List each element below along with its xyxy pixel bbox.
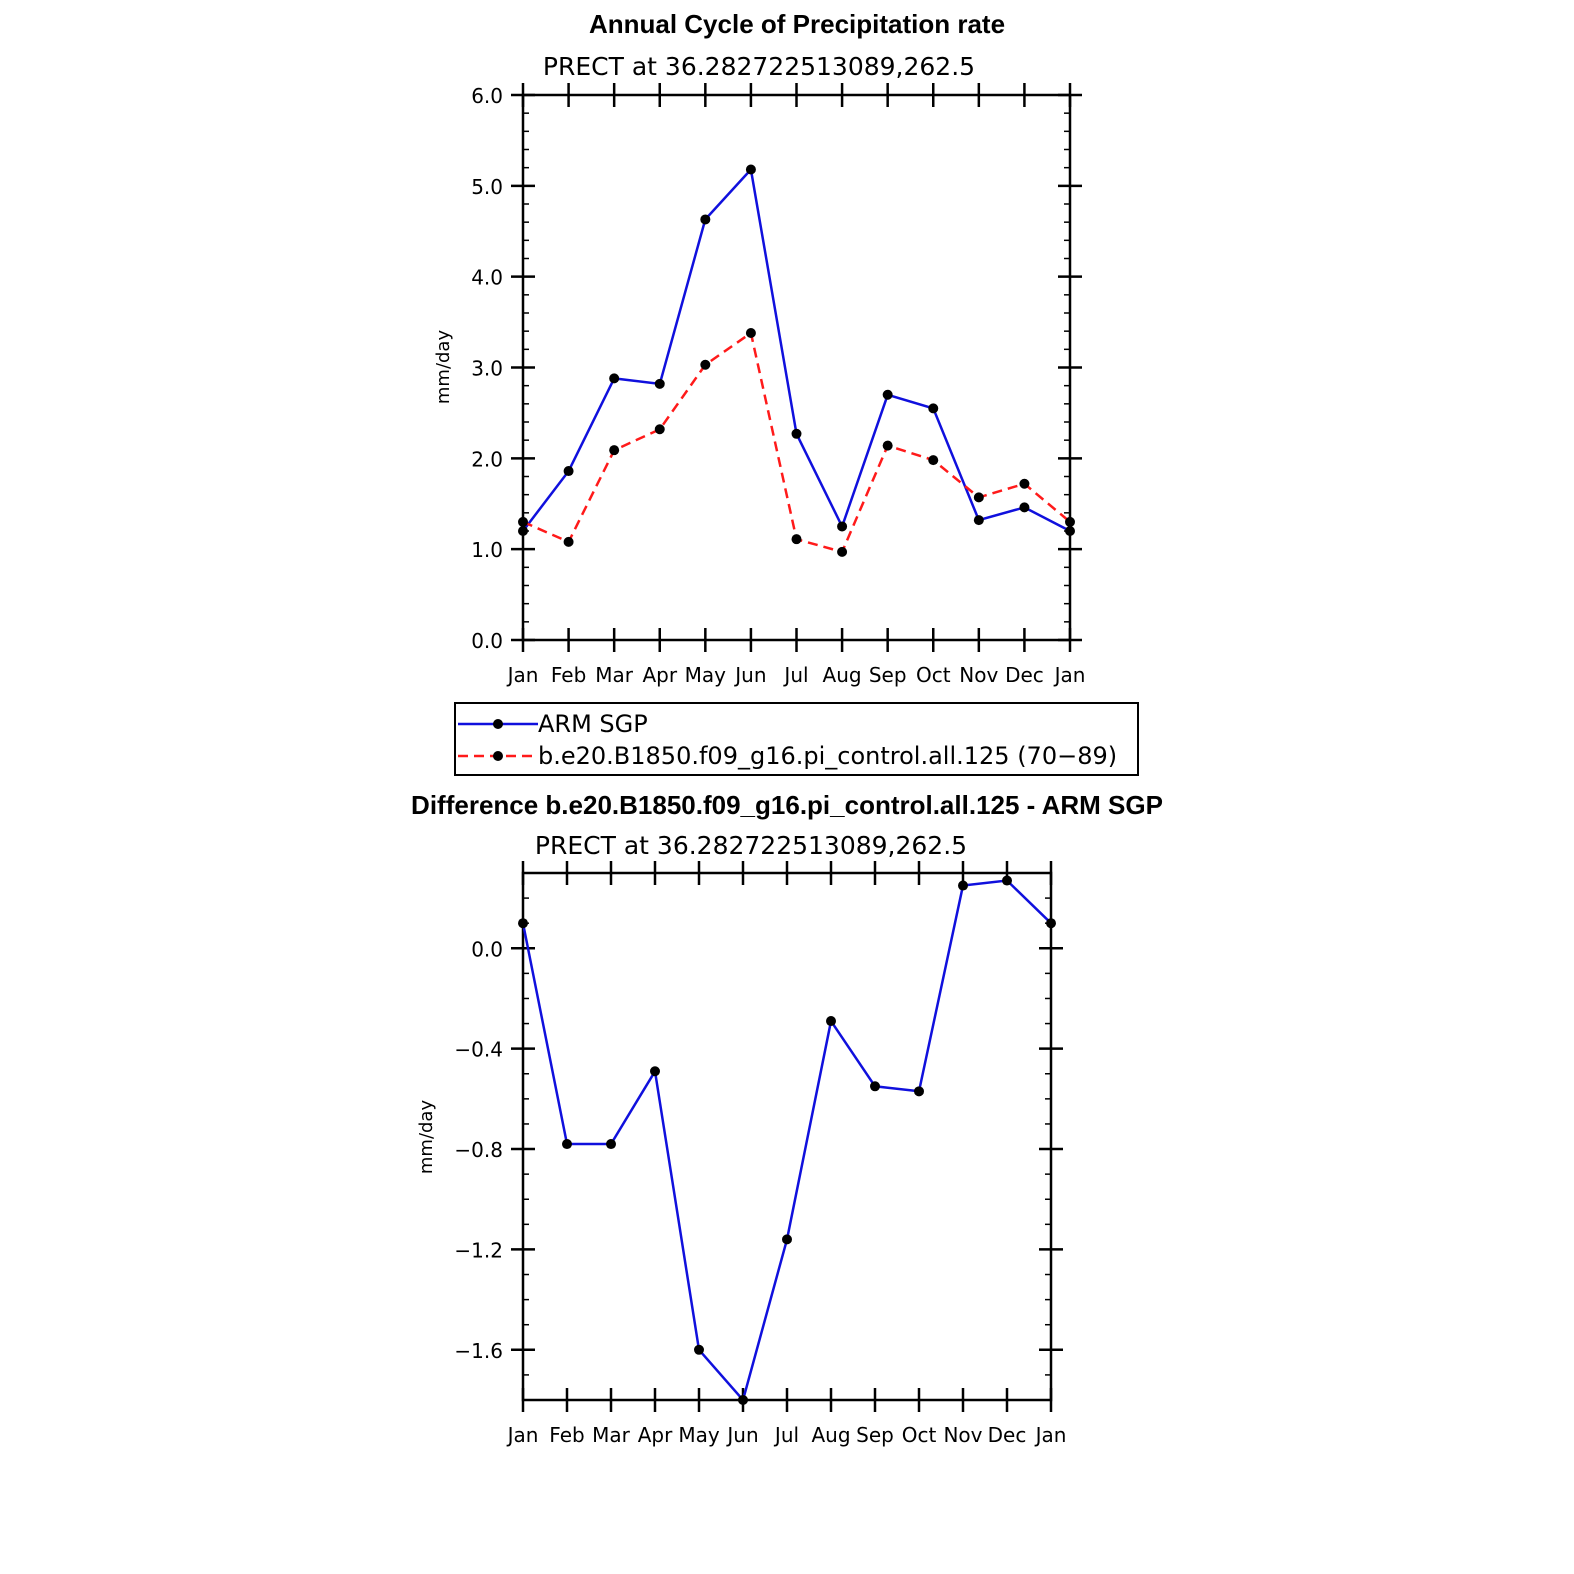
top-y-tick-label: 5.0 — [471, 175, 503, 199]
bottom-x-tick-label: Jun — [725, 1423, 758, 1447]
bottom-y-tick-label: −1.2 — [454, 1238, 503, 1262]
top-series-0-point — [882, 389, 893, 400]
bottom-series-0-point — [562, 1139, 572, 1150]
top-y-axis-label: mm/day — [433, 330, 454, 405]
bottom-x-tick-label: Apr — [638, 1423, 673, 1447]
bottom-series-0-point — [606, 1139, 616, 1150]
top-series-1-point — [700, 359, 711, 370]
bottom-series-0-point — [914, 1086, 924, 1097]
bottom-series-0-point — [694, 1344, 704, 1355]
top-series-1-point — [609, 445, 620, 456]
top-x-tick-label: Oct — [916, 663, 951, 687]
bottom-x-tick-label: Mar — [592, 1423, 631, 1447]
bottom-plot-frame — [521, 871, 1053, 1402]
bottom-y-tick-label: 0.0 — [471, 937, 503, 961]
top-series-0-point — [1065, 526, 1075, 536]
top-series-0-point — [563, 466, 574, 477]
bottom-x-tick-label: Oct — [902, 1423, 937, 1447]
bottom-x-tick-label: Aug — [811, 1423, 850, 1447]
bottom-series-0-point — [870, 1081, 880, 1092]
top-series-1-point — [791, 534, 802, 545]
top-x-tick-label: Jan — [506, 663, 539, 687]
bottom-chart-subtitle: PRECT at 36.282722513089,262.5 — [535, 831, 967, 860]
bottom-x-tick-label: Feb — [549, 1423, 584, 1447]
top-series-0-point — [700, 214, 711, 225]
top-series-0-point — [1019, 502, 1030, 513]
bottom-x-tick-label: Sep — [856, 1423, 894, 1447]
top-series-0-point — [609, 373, 620, 384]
top-series-0-point — [654, 378, 665, 389]
top-series-0-point — [518, 526, 528, 536]
bottom-y-tick-label: −1.6 — [454, 1339, 503, 1363]
top-series-1-point — [745, 327, 756, 338]
bottom-series-0-point — [826, 1016, 836, 1027]
top-chart-subtitle: PRECT at 36.282722513089,262.5 — [543, 52, 975, 81]
bottom-y-axis-label: mm/day — [416, 1100, 437, 1175]
top-series-0-point — [928, 403, 939, 414]
top-x-tick-label: Apr — [642, 663, 677, 687]
top-y-tick-label: 2.0 — [471, 447, 503, 471]
top-series-0-point — [791, 428, 802, 439]
top-y-tick-label: 0.0 — [471, 629, 503, 653]
bottom-series-0-point — [958, 880, 968, 891]
top-x-tick-label: Jan — [1053, 663, 1086, 687]
legend-marker-model — [493, 751, 503, 761]
bottom-series-0-point — [738, 1395, 748, 1405]
top-series-line-1 — [522, 330, 1071, 554]
top-x-tick-label: Nov — [959, 663, 998, 687]
bottom-x-tick-label: Jul — [773, 1423, 799, 1447]
top-series-1-point — [1065, 516, 1075, 527]
bottom-x-tick-label: May — [678, 1423, 720, 1447]
top-x-tick-label: Aug — [823, 663, 862, 687]
bottom-y-tick-label: −0.8 — [454, 1138, 503, 1162]
legend-label-model: b.e20.B1850.f09_g16.pi_control.all.125 (… — [538, 742, 1117, 770]
top-x-tick-label: Sep — [869, 663, 907, 687]
bottom-series-0-point — [650, 1066, 660, 1077]
bottom-series-0-point — [1046, 918, 1056, 929]
top-y-tick-label: 4.0 — [471, 266, 503, 290]
top-series-1-point — [973, 492, 984, 503]
top-x-tick-label: May — [685, 663, 727, 687]
top-x-tick-label: Feb — [551, 663, 586, 687]
bottom-x-tick-label: Dec — [988, 1423, 1027, 1447]
bottom-series-0-point — [518, 918, 528, 929]
top-series-1-point — [563, 536, 574, 547]
bottom-series-0-point — [782, 1234, 792, 1245]
bottom-x-tick-label: Nov — [943, 1423, 982, 1447]
legend-marker-arm-sgp — [493, 719, 503, 729]
bottom-x-tick-label: Jan — [1034, 1423, 1067, 1447]
top-series-1-point — [882, 440, 893, 451]
top-chart-title: Annual Cycle of Precipitation rate — [589, 9, 1005, 39]
top-y-tick-label: 3.0 — [471, 357, 503, 381]
top-x-tick-label: Jun — [733, 663, 766, 687]
top-x-tick-label: Dec — [1005, 663, 1044, 687]
top-series-0-point — [973, 515, 984, 526]
bottom-chart-title: Difference b.e20.B1850.f09_g16.pi_contro… — [411, 790, 1163, 820]
bottom-series-line-0 — [521, 879, 1052, 1403]
bottom-plot-area: 0.0 −0.4 −0.8 −1.2 −1.6 Jan Feb Mar Apr May Jun Jul… — [454, 861, 1066, 1447]
legend-label-arm-sgp: ARM SGP — [538, 710, 648, 738]
top-series-0-point — [837, 521, 848, 532]
top-x-tick-label: Jul — [782, 663, 808, 687]
top-plot-area: 0.0 1.0 2.0 3.0 4.0 5.0 6.0 Jan Feb Mar Apr May Jun J… — [471, 83, 1085, 687]
top-series-1-point — [654, 424, 665, 435]
bottom-x-tick-label: Jan — [506, 1423, 539, 1447]
bottom-y-tick-label: −0.4 — [454, 1038, 503, 1062]
top-series-1-point — [928, 455, 939, 466]
top-y-tick-label: 1.0 — [471, 538, 503, 562]
top-series-0-point — [745, 164, 756, 175]
legend-box — [454, 702, 1139, 776]
top-series-line-0 — [522, 166, 1071, 533]
top-x-tick-label: Mar — [595, 663, 634, 687]
top-y-tick-label: 6.0 — [471, 84, 503, 108]
top-plot-frame — [521, 93, 1072, 642]
top-series-1-point — [1019, 478, 1030, 489]
top-series-1-point — [518, 516, 528, 527]
bottom-series-0-point — [1002, 875, 1012, 886]
top-series-1-point — [837, 546, 848, 557]
legend: ARM SGP b.e20.B1850.f09_g16.pi_control.a… — [454, 702, 1139, 776]
